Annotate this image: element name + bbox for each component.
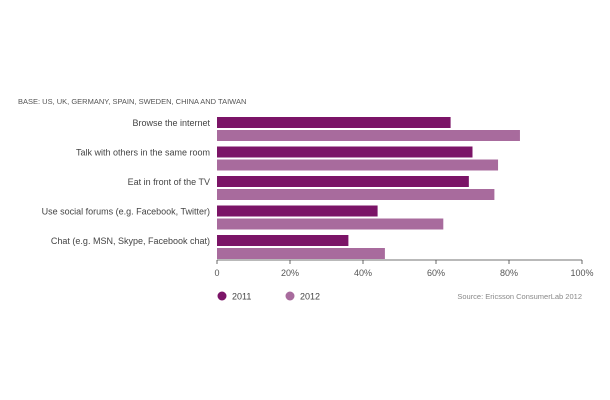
legend-label-2011: 2011 xyxy=(232,292,251,302)
bar-2011-0 xyxy=(217,117,451,128)
bar-2012-4 xyxy=(217,248,385,259)
category-label-0: Browse the internet xyxy=(132,118,210,128)
base-note: BASE: US, UK, GERMANY, SPAIN, SWEDEN, CH… xyxy=(18,97,246,106)
bar-2012-1 xyxy=(217,159,499,171)
bar-2012-3 xyxy=(217,218,444,230)
x-axis-ticks: 0 20% 40% 60% 80% 100% xyxy=(214,260,594,278)
legend-swatch-2012 xyxy=(285,291,295,301)
category-label-4: Chat (e.g. MSN, Skype, Facebook chat) xyxy=(51,236,210,246)
category-labels: Browse the internet Talk with others in t… xyxy=(42,118,211,246)
legend-label-2012: 2012 xyxy=(300,292,320,302)
category-label-3: Use social forums (e.g. Facebook, Twitte… xyxy=(42,207,210,217)
category-label-1: Talk with others in the same room xyxy=(76,148,210,158)
bar-2012-2 xyxy=(217,189,495,200)
x-tick-label-5: 100% xyxy=(570,268,593,278)
bar-2011-4 xyxy=(217,235,349,246)
x-tick-label-1: 20% xyxy=(281,268,299,278)
x-tick-label-0: 0 xyxy=(214,268,219,278)
bar-2011-1 xyxy=(217,146,473,158)
x-tick-label-4: 80% xyxy=(500,268,518,278)
source-note: Source: Ericsson ConsumerLab 2012 xyxy=(457,292,582,301)
legend: 2011 2012 xyxy=(217,291,320,302)
bar-2011-3 xyxy=(217,205,378,217)
bar-2012-0 xyxy=(217,130,520,141)
legend-swatch-2011 xyxy=(217,291,227,301)
bar-2011-2 xyxy=(217,176,469,187)
x-tick-label-3: 60% xyxy=(427,268,445,278)
bars-group xyxy=(217,117,520,259)
x-tick-label-2: 40% xyxy=(354,268,372,278)
category-label-2: Eat in front of the TV xyxy=(128,177,210,187)
